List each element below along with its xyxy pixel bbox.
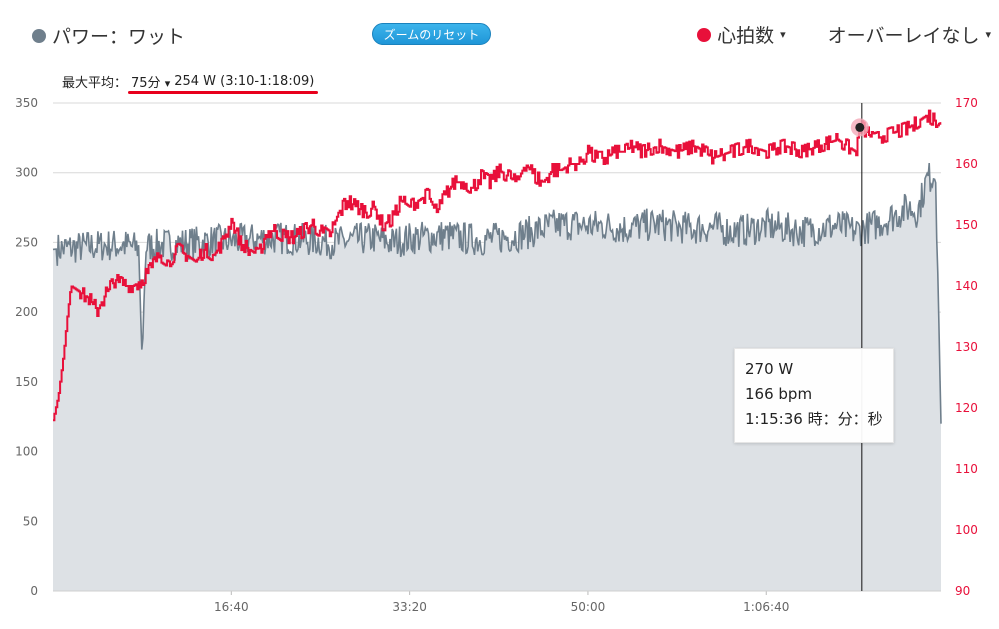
y-right-tick-label: 160 [955, 157, 978, 171]
y-right-tick-label: 150 [955, 218, 978, 232]
max-average-value: 254 W (3:10-1:18:09) [174, 74, 315, 89]
reset-zoom-button[interactable]: ズームのリセット [372, 23, 491, 45]
heart-rate-legend-dot [697, 27, 712, 42]
tooltip-heart-rate: 166 bpm [745, 385, 813, 403]
tooltip-time: 1:15:36 時：分：秒 [745, 410, 883, 428]
chart-tooltip: 270 W 166 bpm 1:15:36 時：分：秒 [734, 348, 894, 443]
x-tick-label: 1:06:40 [743, 600, 789, 614]
chevron-down-icon: ▾ [164, 77, 171, 90]
y-right-tick-label: 140 [955, 279, 978, 293]
max-average-underline [128, 91, 318, 94]
power-area-fill [53, 163, 941, 591]
y-right-tick-label: 90 [955, 584, 970, 598]
y-right-tick-label: 100 [955, 523, 978, 537]
x-tick-label: 33:20 [392, 600, 427, 614]
y-right-tick-label: 170 [955, 96, 978, 110]
heart-rate-legend-label: 心拍数 [717, 25, 775, 47]
power-legend-label: パワー：ワット [52, 26, 186, 48]
y-right-tick-label: 110 [955, 462, 978, 476]
power-legend-dot [32, 28, 46, 43]
max-average-duration-dropdown[interactable]: 75分 ▾ [131, 72, 170, 91]
legend-right: 心拍数 ▾ オーバーレイなし ▾ [697, 21, 991, 48]
y-left-tick-label: 0 [30, 584, 38, 598]
overlay-label: オーバーレイなし [827, 25, 980, 47]
y-left-tick-label: 350 [15, 96, 38, 110]
y-left-tick-label: 100 [15, 445, 38, 459]
max-average-label: 最大平均： [62, 76, 128, 91]
hover-point-marker [855, 122, 865, 132]
y-right-tick-label: 130 [955, 340, 978, 354]
y-left-tick-label: 250 [15, 235, 38, 249]
tooltip-power: 270 W [745, 360, 794, 378]
max-average-row: 最大平均： 75分 ▾ 254 W (3:10-1:18:09) [62, 72, 314, 91]
y-left-tick-label: 200 [15, 305, 38, 319]
legend-heart-rate[interactable]: 心拍数 ▾ [697, 21, 786, 48]
overlay-dropdown[interactable]: オーバーレイなし ▾ [828, 21, 991, 48]
heart-rate-series-line [53, 109, 942, 422]
x-tick-label: 16:40 [214, 600, 249, 614]
chevron-down-icon: ▾ [985, 28, 991, 41]
y-left-tick-label: 150 [15, 375, 38, 389]
max-average-duration: 75分 [131, 76, 161, 91]
y-right-tick-label: 120 [955, 401, 978, 415]
chevron-down-icon: ▾ [780, 28, 786, 41]
y-left-tick-label: 300 [15, 166, 38, 180]
legend-power[interactable]: パワー：ワット [32, 22, 185, 49]
y-left-tick-label: 50 [23, 514, 38, 528]
x-tick-label: 50:00 [571, 600, 606, 614]
